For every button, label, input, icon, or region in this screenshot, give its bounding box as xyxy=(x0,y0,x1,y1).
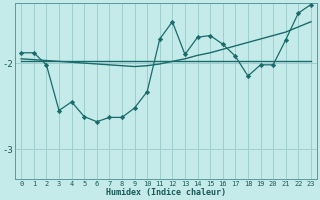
X-axis label: Humidex (Indice chaleur): Humidex (Indice chaleur) xyxy=(106,188,226,197)
Text: -1: -1 xyxy=(4,3,15,12)
